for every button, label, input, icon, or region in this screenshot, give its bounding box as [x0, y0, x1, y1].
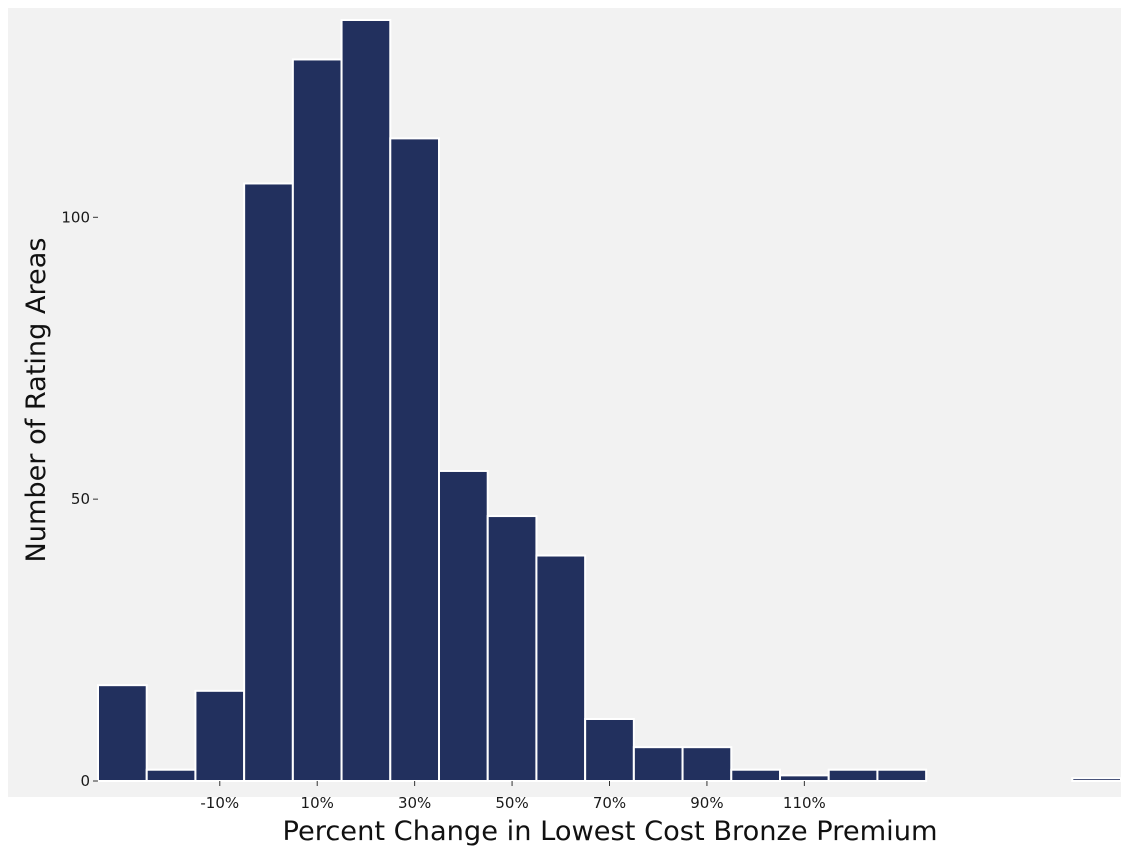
histogram-bar	[243, 182, 294, 783]
y-tick-label: 0	[80, 772, 90, 790]
histogram-bar	[827, 768, 879, 783]
y-axis-ticks: 0 50 100	[61, 208, 98, 790]
histogram-bar	[681, 746, 733, 783]
histogram-bar	[389, 137, 440, 782]
histogram-bar	[632, 746, 684, 783]
y-axis-title: Number of Rating Areas	[21, 238, 52, 563]
x-tick-label: 70%	[593, 794, 626, 812]
y-tick-label: 50	[71, 490, 90, 508]
bars-group	[97, 19, 1121, 783]
histogram-bar	[145, 768, 197, 783]
x-tick-label: -10%	[200, 794, 239, 812]
histogram-bar	[779, 774, 830, 783]
x-tick-label: 30%	[398, 794, 431, 812]
histogram-bar	[535, 554, 587, 782]
x-axis-title: Percent Change in Lowest Cost Bronze Pre…	[283, 816, 938, 847]
y-tick-label: 100	[61, 208, 90, 226]
histogram-bar	[876, 768, 928, 783]
x-tick-label: 90%	[690, 794, 723, 812]
histogram-bar	[486, 515, 538, 782]
x-tick-label: 50%	[495, 794, 528, 812]
histogram-bar	[584, 717, 635, 783]
x-tick-label: 10%	[301, 794, 334, 812]
histogram-bar	[438, 469, 489, 782]
histogram-bar	[194, 689, 246, 783]
histogram-bar	[730, 768, 781, 783]
histogram-bar	[97, 684, 148, 782]
x-axis-ticks: -10% 10% 30% 50% 70% 90% 110%	[200, 781, 826, 812]
histogram-bar	[340, 19, 392, 782]
histogram-bar	[291, 58, 343, 782]
x-tick-label: 110%	[783, 794, 826, 812]
histogram-bar	[1071, 777, 1121, 782]
